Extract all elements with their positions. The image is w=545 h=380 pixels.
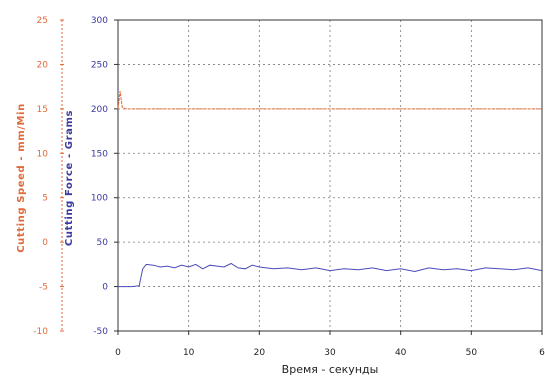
x-axis-title: Время - секунды bbox=[282, 363, 379, 376]
y-right-tick-label: 200 bbox=[91, 105, 108, 115]
y-right-tick-label: 0 bbox=[102, 283, 108, 293]
y-right-tick-label: 250 bbox=[91, 60, 108, 70]
y-left-tick-label: 5 bbox=[42, 194, 48, 204]
y-left-tick-label: 0 bbox=[42, 238, 48, 248]
series-lines bbox=[117, 91, 543, 288]
y-right-tick-label: 100 bbox=[91, 194, 108, 204]
y-left-tick-label: 25 bbox=[37, 16, 48, 26]
x-tick-label: 40 bbox=[395, 348, 407, 358]
y-right-tick-label: 50 bbox=[97, 238, 109, 248]
x-tick-label: 0 bbox=[115, 348, 121, 358]
x-tick-label: 50 bbox=[466, 348, 478, 358]
y-right-axis-title: Cutting Force - Grams bbox=[64, 110, 75, 246]
cutting-speed-line bbox=[117, 91, 542, 110]
x-tick-label: 6 bbox=[539, 348, 545, 358]
y-left-tick-label: 10 bbox=[37, 149, 49, 159]
cutting-force-line bbox=[118, 262, 543, 288]
y-left-tick-label: 20 bbox=[37, 60, 49, 70]
grid-lines bbox=[118, 20, 542, 331]
y-right-tick-label: 300 bbox=[91, 16, 108, 26]
y-right-tick-label: 150 bbox=[91, 149, 108, 159]
y-left-axis-title: Cutting Speed - mm/Min bbox=[16, 103, 27, 253]
x-tick-label: 20 bbox=[254, 348, 266, 358]
y-right-tick-label: -50 bbox=[93, 327, 108, 337]
x-tick-label: 10 bbox=[183, 348, 195, 358]
y-left-tick-label: -10 bbox=[33, 327, 48, 337]
y-left-tick-label: 15 bbox=[37, 105, 48, 115]
y-left-tick-label: -5 bbox=[39, 283, 48, 293]
x-tick-label: 30 bbox=[324, 348, 336, 358]
